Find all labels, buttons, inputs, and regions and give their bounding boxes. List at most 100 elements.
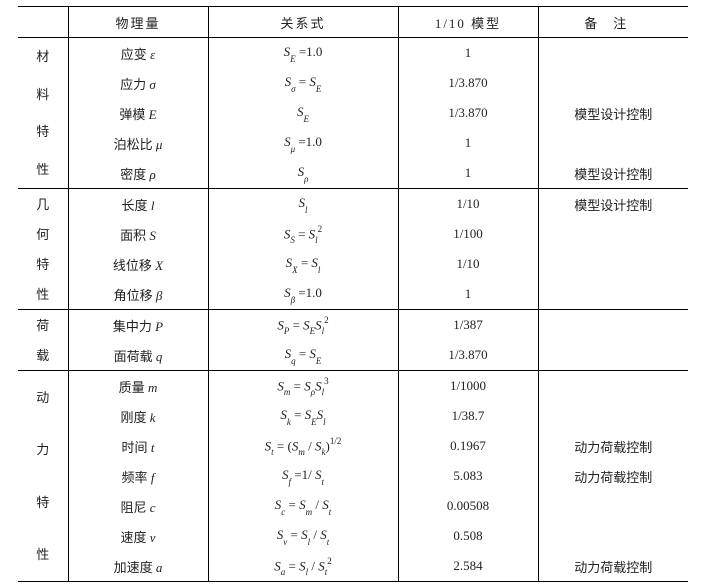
model-cell: 2.584 bbox=[398, 551, 538, 582]
table-row: 面积 SSS = Sl21/100 bbox=[18, 219, 688, 249]
remarks-cell bbox=[538, 371, 688, 402]
remarks-cell bbox=[538, 401, 688, 431]
model-cell: 1 bbox=[398, 279, 538, 310]
model-cell: 1/3.870 bbox=[398, 68, 538, 98]
relation-cell: St = (Sm / Sk)1/2 bbox=[208, 431, 398, 461]
table-row: 阻尼 cSc = Sm / St0.00508 bbox=[18, 491, 688, 521]
table-row: 密度 ρSρ1模型设计控制 bbox=[18, 158, 688, 189]
model-cell: 1/38.7 bbox=[398, 401, 538, 431]
remarks-cell: 动力荷载控制 bbox=[538, 551, 688, 582]
table-row: 角位移 βSβ =1.01 bbox=[18, 279, 688, 310]
relation-cell: Sm = SρSl3 bbox=[208, 371, 398, 402]
phys-cell: 时间 t bbox=[68, 431, 208, 461]
relation-cell: Sc = Sm / St bbox=[208, 491, 398, 521]
model-cell: 1/387 bbox=[398, 310, 538, 341]
relation-cell: Sσ = SE bbox=[208, 68, 398, 98]
table-row: 速度 vSv = Sl / St0.508 bbox=[18, 521, 688, 551]
table-row: 弹模 ESE1/3.870模型设计控制 bbox=[18, 98, 688, 128]
relation-cell: Sf =1/ St bbox=[208, 461, 398, 491]
remarks-cell bbox=[538, 340, 688, 371]
phys-cell: 应力 σ bbox=[68, 68, 208, 98]
table-row: 加速度 aSa = Sl / St22.584动力荷载控制 bbox=[18, 551, 688, 582]
relation-cell: SX = Sl bbox=[208, 249, 398, 279]
table-row: 时间 tSt = (Sm / Sk)1/20.1967动力荷载控制 bbox=[18, 431, 688, 461]
model-cell: 1/10 bbox=[398, 249, 538, 279]
header-blank bbox=[18, 7, 68, 38]
remarks-cell bbox=[538, 219, 688, 249]
phys-cell: 弹模 E bbox=[68, 98, 208, 128]
category-cell: 材料特性 bbox=[18, 38, 68, 189]
phys-cell: 长度 l bbox=[68, 189, 208, 220]
model-cell: 0.508 bbox=[398, 521, 538, 551]
phys-cell: 角位移 β bbox=[68, 279, 208, 310]
remarks-cell bbox=[538, 310, 688, 341]
table-row: 几何特性长度 lSl1/10模型设计控制 bbox=[18, 189, 688, 220]
table-row: 泊松比 μSμ =1.01 bbox=[18, 128, 688, 158]
table-row: 刚度 kSk = SESl1/38.7 bbox=[18, 401, 688, 431]
phys-cell: 集中力 P bbox=[68, 310, 208, 341]
phys-cell: 泊松比 μ bbox=[68, 128, 208, 158]
model-cell: 1/3.870 bbox=[398, 98, 538, 128]
relation-cell: Sa = Sl / St2 bbox=[208, 551, 398, 582]
relation-cell: Sl bbox=[208, 189, 398, 220]
similarity-table: 物理量 关系式 1/10 模型 备注 材料特性应变 εSE =1.01应力 σS… bbox=[18, 6, 688, 582]
phys-cell: 密度 ρ bbox=[68, 158, 208, 189]
remarks-cell: 模型设计控制 bbox=[538, 189, 688, 220]
model-cell: 1 bbox=[398, 158, 538, 189]
remarks-cell bbox=[538, 249, 688, 279]
phys-cell: 刚度 k bbox=[68, 401, 208, 431]
relation-cell: SE bbox=[208, 98, 398, 128]
model-cell: 1 bbox=[398, 128, 538, 158]
table-row: 线位移 XSX = Sl1/10 bbox=[18, 249, 688, 279]
model-cell: 1/100 bbox=[398, 219, 538, 249]
relation-cell: SE =1.0 bbox=[208, 38, 398, 69]
phys-cell: 阻尼 c bbox=[68, 491, 208, 521]
remarks-cell bbox=[538, 521, 688, 551]
table-row: 应力 σSσ = SE1/3.870 bbox=[18, 68, 688, 98]
header-model: 1/10 模型 bbox=[398, 7, 538, 38]
relation-cell: Sq = SE bbox=[208, 340, 398, 371]
similarity-table-page: { "header": { "c0": "", "c1": "物理量", "c2… bbox=[0, 0, 706, 584]
table-row: 荷载集中力 PSP = SESl21/387 bbox=[18, 310, 688, 341]
model-cell: 1 bbox=[398, 38, 538, 69]
remarks-cell: 模型设计控制 bbox=[538, 98, 688, 128]
header-remarks: 备注 bbox=[538, 7, 688, 38]
relation-cell: SP = SESl2 bbox=[208, 310, 398, 341]
remarks-cell: 模型设计控制 bbox=[538, 158, 688, 189]
remarks-cell bbox=[538, 38, 688, 69]
model-cell: 5.083 bbox=[398, 461, 538, 491]
relation-cell: Sv = Sl / St bbox=[208, 521, 398, 551]
category-cell: 几何特性 bbox=[18, 189, 68, 310]
phys-cell: 面积 S bbox=[68, 219, 208, 249]
phys-cell: 频率 f bbox=[68, 461, 208, 491]
model-cell: 0.1967 bbox=[398, 431, 538, 461]
remarks-cell: 动力荷载控制 bbox=[538, 431, 688, 461]
relation-cell: Sβ =1.0 bbox=[208, 279, 398, 310]
phys-cell: 面荷载 q bbox=[68, 340, 208, 371]
model-cell: 0.00508 bbox=[398, 491, 538, 521]
relation-cell: Sρ bbox=[208, 158, 398, 189]
relation-cell: Sk = SESl bbox=[208, 401, 398, 431]
remarks-cell bbox=[538, 128, 688, 158]
relation-cell: Sμ =1.0 bbox=[208, 128, 398, 158]
table-row: 材料特性应变 εSE =1.01 bbox=[18, 38, 688, 69]
phys-cell: 速度 v bbox=[68, 521, 208, 551]
phys-cell: 应变 ε bbox=[68, 38, 208, 69]
table-row: 动力特性质量 mSm = SρSl31/1000 bbox=[18, 371, 688, 402]
phys-cell: 加速度 a bbox=[68, 551, 208, 582]
phys-cell: 线位移 X bbox=[68, 249, 208, 279]
header-rel: 关系式 bbox=[208, 7, 398, 38]
remarks-cell: 动力荷载控制 bbox=[538, 461, 688, 491]
table-header-row: 物理量 关系式 1/10 模型 备注 bbox=[18, 7, 688, 38]
model-cell: 1/3.870 bbox=[398, 340, 538, 371]
category-cell: 动力特性 bbox=[18, 371, 68, 582]
model-cell: 1/10 bbox=[398, 189, 538, 220]
category-cell: 荷载 bbox=[18, 310, 68, 371]
phys-cell: 质量 m bbox=[68, 371, 208, 402]
model-cell: 1/1000 bbox=[398, 371, 538, 402]
relation-cell: SS = Sl2 bbox=[208, 219, 398, 249]
table-row: 频率 fSf =1/ St5.083动力荷载控制 bbox=[18, 461, 688, 491]
header-phys: 物理量 bbox=[68, 7, 208, 38]
table-row: 面荷载 qSq = SE1/3.870 bbox=[18, 340, 688, 371]
remarks-cell bbox=[538, 491, 688, 521]
